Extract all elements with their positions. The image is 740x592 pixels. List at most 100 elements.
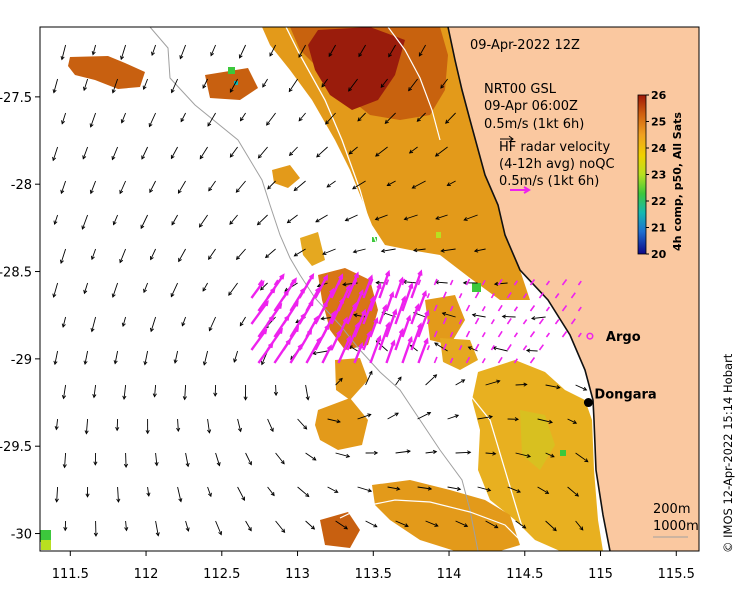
radar-title: HF radar velocity	[499, 140, 611, 155]
model-vector	[90, 316, 97, 333]
radar-vector	[474, 291, 480, 299]
model-vector	[177, 180, 186, 194]
radar-vector	[545, 280, 551, 286]
model-vector	[182, 384, 187, 401]
radar-vector	[433, 304, 438, 312]
model-vector	[148, 112, 156, 128]
model-vector	[170, 78, 178, 94]
model-vector	[89, 180, 97, 195]
radar-vector	[529, 357, 536, 364]
radar-vector	[529, 305, 536, 312]
model-vector	[84, 418, 89, 435]
model-vector	[297, 486, 310, 498]
radar-vector	[554, 319, 560, 325]
model-vector	[471, 313, 486, 318]
radar-vector	[417, 289, 427, 312]
radar-vector	[369, 317, 379, 338]
radar-vector	[394, 295, 407, 325]
model-vector	[111, 282, 119, 298]
model-vector	[305, 452, 317, 461]
model-vector	[477, 414, 494, 420]
radar-vector	[513, 306, 519, 312]
model-vector	[233, 350, 239, 363]
model-vector	[395, 520, 409, 528]
model-vector	[434, 146, 448, 157]
y-tick-label-3: -29	[11, 353, 32, 368]
model-vector	[477, 486, 492, 492]
radar-vector	[378, 303, 388, 325]
model-vector	[455, 450, 472, 455]
model-vector	[293, 180, 306, 192]
model-vector	[61, 112, 67, 125]
model-vector	[321, 78, 328, 88]
model-vector	[567, 418, 578, 424]
model-vector	[316, 146, 328, 158]
radar-vector	[481, 332, 486, 338]
model-vector	[269, 44, 276, 57]
radar-vector	[385, 308, 398, 338]
model-vector	[537, 486, 550, 494]
model-vector	[61, 384, 67, 400]
radar-vector	[378, 269, 391, 299]
radar-vector	[497, 304, 503, 312]
model-vector	[298, 112, 306, 122]
model-vector	[434, 280, 448, 285]
radar-vector	[561, 278, 568, 286]
radar-vector	[497, 356, 503, 364]
model-vector	[82, 146, 89, 160]
model-vector	[326, 180, 336, 188]
land-area	[448, 27, 699, 551]
model-vector	[434, 342, 448, 352]
model-vector	[348, 146, 358, 155]
model-vector	[152, 384, 157, 398]
model-vector	[149, 316, 157, 333]
isobath-deep-label: 1000m	[653, 519, 699, 534]
model-vector	[365, 370, 373, 386]
model-vector	[85, 486, 90, 498]
radar-vector	[385, 279, 390, 286]
model-vector	[91, 44, 97, 56]
model-vector	[180, 112, 186, 123]
model-vector	[177, 486, 183, 503]
radar-vector	[506, 292, 512, 299]
model-vector	[525, 348, 538, 353]
radar-vector	[513, 280, 519, 286]
radar-vector	[362, 274, 373, 299]
model-vector	[267, 486, 275, 497]
model-vector	[335, 452, 351, 458]
model-vector	[237, 418, 242, 433]
model-vector	[485, 520, 499, 529]
model-vector	[537, 418, 553, 424]
radar-vector	[314, 274, 328, 299]
model-vector	[463, 214, 478, 221]
x-tick-label-4: 113.5	[355, 567, 392, 582]
radar-vector	[330, 329, 342, 351]
model-vector	[53, 350, 59, 366]
radar-vector	[497, 278, 503, 286]
model-vector	[208, 316, 216, 332]
argo-marker	[586, 332, 594, 340]
radar-vector	[433, 278, 438, 286]
model-vector	[185, 452, 190, 468]
model-vector	[235, 248, 246, 261]
model-vector	[83, 350, 89, 365]
model-vector	[207, 486, 212, 498]
radar-scale: 0.5m/s (1kt 6h)	[499, 174, 599, 189]
model-vector	[145, 418, 150, 435]
radar-vector	[426, 345, 431, 351]
model-vector	[312, 350, 328, 356]
model-vector	[387, 412, 399, 420]
radar-vector	[449, 357, 454, 364]
radar-vector	[570, 318, 576, 325]
model-vector	[245, 452, 252, 466]
model-vector	[545, 384, 561, 390]
y-tick-label-4: -29.5	[0, 440, 32, 455]
model-vector	[275, 452, 285, 465]
radar-vector	[481, 280, 486, 286]
model-vector	[288, 146, 298, 156]
radar-vector	[410, 322, 423, 351]
radar-vector	[490, 293, 495, 299]
model-vector	[441, 311, 456, 318]
model-vector	[123, 452, 129, 469]
model-vector	[348, 78, 358, 92]
